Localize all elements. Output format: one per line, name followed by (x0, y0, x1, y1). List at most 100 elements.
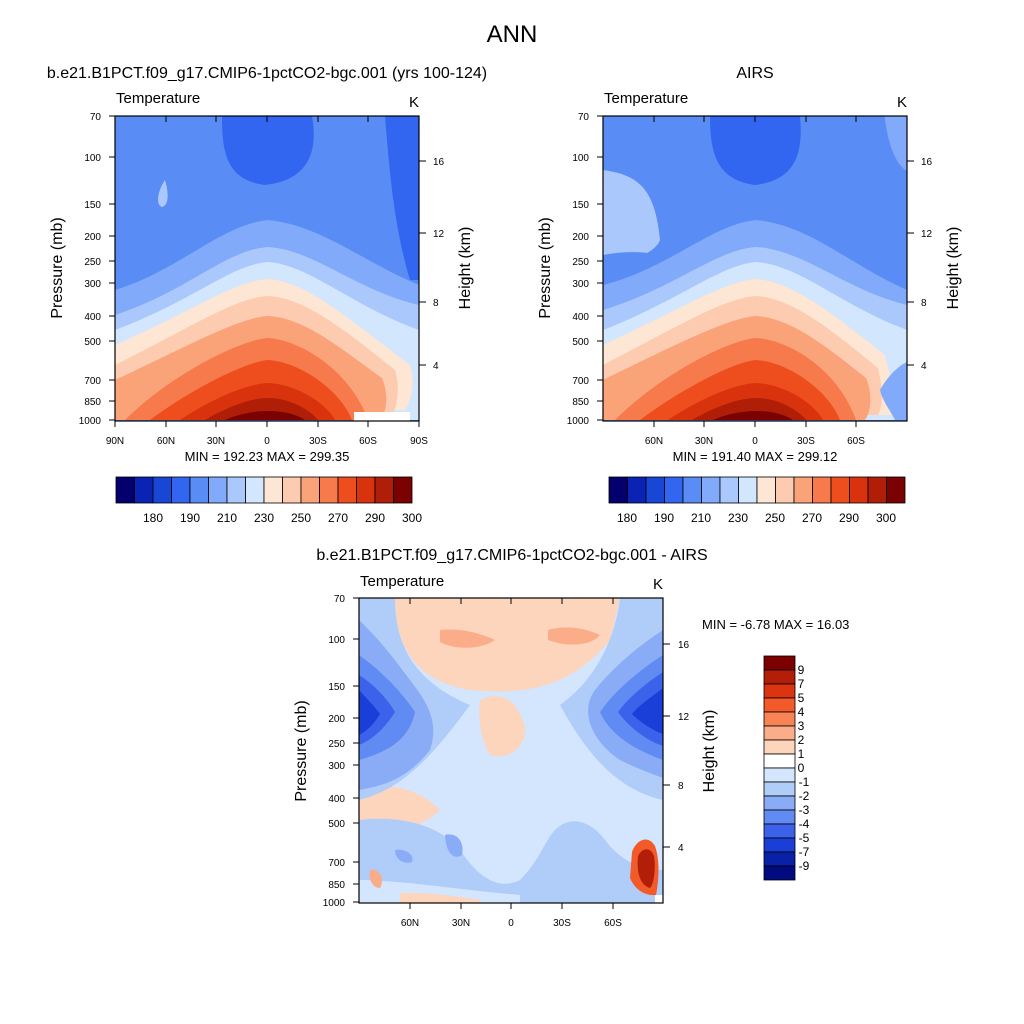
x-tick-label: 60N (645, 436, 663, 447)
colorbar-tick-label: -1 (799, 775, 810, 789)
colorbar: 9 7 5 4 3 2 1 0 -1 -2 -3 -4 -5 -7 -9 (763, 655, 810, 881)
y-tick-label: 200 (328, 714, 345, 725)
colorbar-swatch (152, 476, 172, 504)
colorbar-swatch (282, 476, 302, 504)
y-right-tick-label: 8 (921, 298, 927, 309)
y-ticks-left: 70 100 150 200 250 300 400 500 700 850 1… (567, 112, 603, 427)
colorbar-tick-label: 2 (798, 733, 805, 747)
variable-label: Temperature (360, 573, 444, 590)
y-tick-label: 70 (334, 594, 346, 605)
min-max-label: MIN = 192.23 MAX = 299.35 (185, 449, 350, 464)
colorbar-swatch (756, 476, 776, 504)
figure-title: ANN (487, 21, 538, 48)
colorbar-swatch (627, 476, 647, 504)
y-ticks-left: 70 100 150 200 250 300 400 500 700 850 1… (79, 112, 115, 427)
colorbar-swatch (763, 767, 796, 783)
colorbar-swatch (763, 781, 796, 797)
colorbar-tick-label: 270 (328, 511, 348, 525)
colorbar-tick-label: 180 (143, 511, 163, 525)
x-ticks: 90N 60N 30N 0 30S 60S 90S (106, 116, 428, 447)
y-axis-label: Pressure (mb) (537, 217, 554, 318)
y-tick-label: 400 (84, 312, 101, 323)
colorbar-swatch (763, 697, 796, 713)
y-tick-label: 850 (572, 397, 589, 408)
y-tick-label: 250 (84, 257, 101, 268)
colorbar-tick-label: 300 (402, 511, 422, 525)
colorbar-swatch (374, 476, 394, 504)
y-right-tick-label: 8 (433, 298, 439, 309)
colorbar-tick-label: 190 (654, 511, 674, 525)
colorbar-swatch (115, 476, 135, 504)
x-tick-label: 0 (508, 918, 514, 929)
x-tick-label: 60N (157, 436, 175, 447)
colorbar-swatch (738, 476, 758, 504)
colorbar-swatch (763, 669, 796, 685)
colorbar-swatch (300, 476, 320, 504)
variable-label: Temperature (116, 90, 200, 107)
y-tick-label: 100 (572, 153, 589, 164)
colorbar-tick-label: 290 (839, 511, 859, 525)
x-tick-label: 30S (553, 918, 571, 929)
y-tick-label: 700 (84, 376, 101, 387)
y-tick-label: 850 (328, 880, 345, 891)
colorbar-tick-label: 3 (798, 719, 805, 733)
units-label: K (409, 94, 419, 111)
colorbar-tick-label: 250 (765, 511, 785, 525)
y-tick-label: 70 (90, 112, 102, 123)
panel-difference: b.e21.B1PCT.f09_g17.CMIP6-1pctCO2-bgc.00… (293, 547, 849, 929)
colorbar-swatch (393, 476, 413, 504)
contour-field (115, 116, 419, 421)
contour-field (603, 116, 907, 421)
colorbar-tick-label: 230 (728, 511, 748, 525)
colorbar-swatch (645, 476, 665, 504)
colorbar-swatch (763, 851, 796, 867)
y-axis-right-label: Height (km) (701, 710, 718, 793)
x-tick-label: 30N (695, 436, 713, 447)
y-tick-label: 250 (572, 257, 589, 268)
y-tick-label: 500 (84, 337, 101, 348)
y-tick-label: 250 (328, 739, 345, 750)
x-tick-label: 0 (264, 436, 270, 447)
y-tick-label: 1000 (79, 416, 102, 427)
y-axis-right-label: Height (km) (945, 227, 962, 310)
colorbar: 180 190 210 230 250 270 290 300 (115, 476, 422, 525)
colorbar-swatch (763, 725, 796, 741)
x-tick-label: 60S (604, 918, 622, 929)
y-right-tick-label: 8 (678, 781, 684, 792)
colorbar-tick-label: 0 (798, 761, 805, 775)
colorbar-swatch (867, 476, 887, 504)
y-ticks-right: 4 8 12 16 (907, 157, 933, 372)
y-tick-label: 500 (328, 819, 345, 830)
colorbar-swatch (171, 476, 191, 504)
colorbar-swatch (763, 865, 796, 881)
x-tick-label: 60N (401, 918, 419, 929)
y-tick-label: 850 (84, 397, 101, 408)
y-tick-label: 300 (572, 279, 589, 290)
y-right-tick-label: 16 (433, 157, 445, 168)
colorbar-tick-label: 230 (254, 511, 274, 525)
colorbar-tick-label: 5 (798, 691, 805, 705)
y-tick-label: 150 (572, 200, 589, 211)
colorbar-tick-label: 300 (876, 511, 896, 525)
y-tick-label: 500 (572, 337, 589, 348)
y-ticks-left: 70 100 150 200 250 300 400 500 700 850 1… (323, 594, 359, 909)
colorbar-swatch (763, 795, 796, 811)
colorbar-swatch (208, 476, 228, 504)
x-tick-label: 30N (207, 436, 225, 447)
y-axis-label: Pressure (mb) (293, 700, 310, 801)
colorbar-swatch (356, 476, 376, 504)
colorbar-swatch (134, 476, 154, 504)
colorbar-tick-label: 290 (365, 511, 385, 525)
colorbar-swatch (763, 823, 796, 839)
x-tick-label: 30S (309, 436, 327, 447)
units-label: K (653, 576, 663, 593)
x-tick-label: 60S (359, 436, 377, 447)
panel-title: AIRS (736, 65, 773, 82)
y-right-tick-label: 4 (433, 361, 439, 372)
colorbar-tick-label: -5 (799, 831, 810, 845)
y-tick-label: 150 (328, 682, 345, 693)
y-ticks-right: 4 8 12 16 (663, 640, 690, 854)
colorbar-swatch (886, 476, 906, 504)
y-right-tick-label: 4 (678, 843, 684, 854)
y-axis-right-label: Height (km) (457, 227, 474, 310)
